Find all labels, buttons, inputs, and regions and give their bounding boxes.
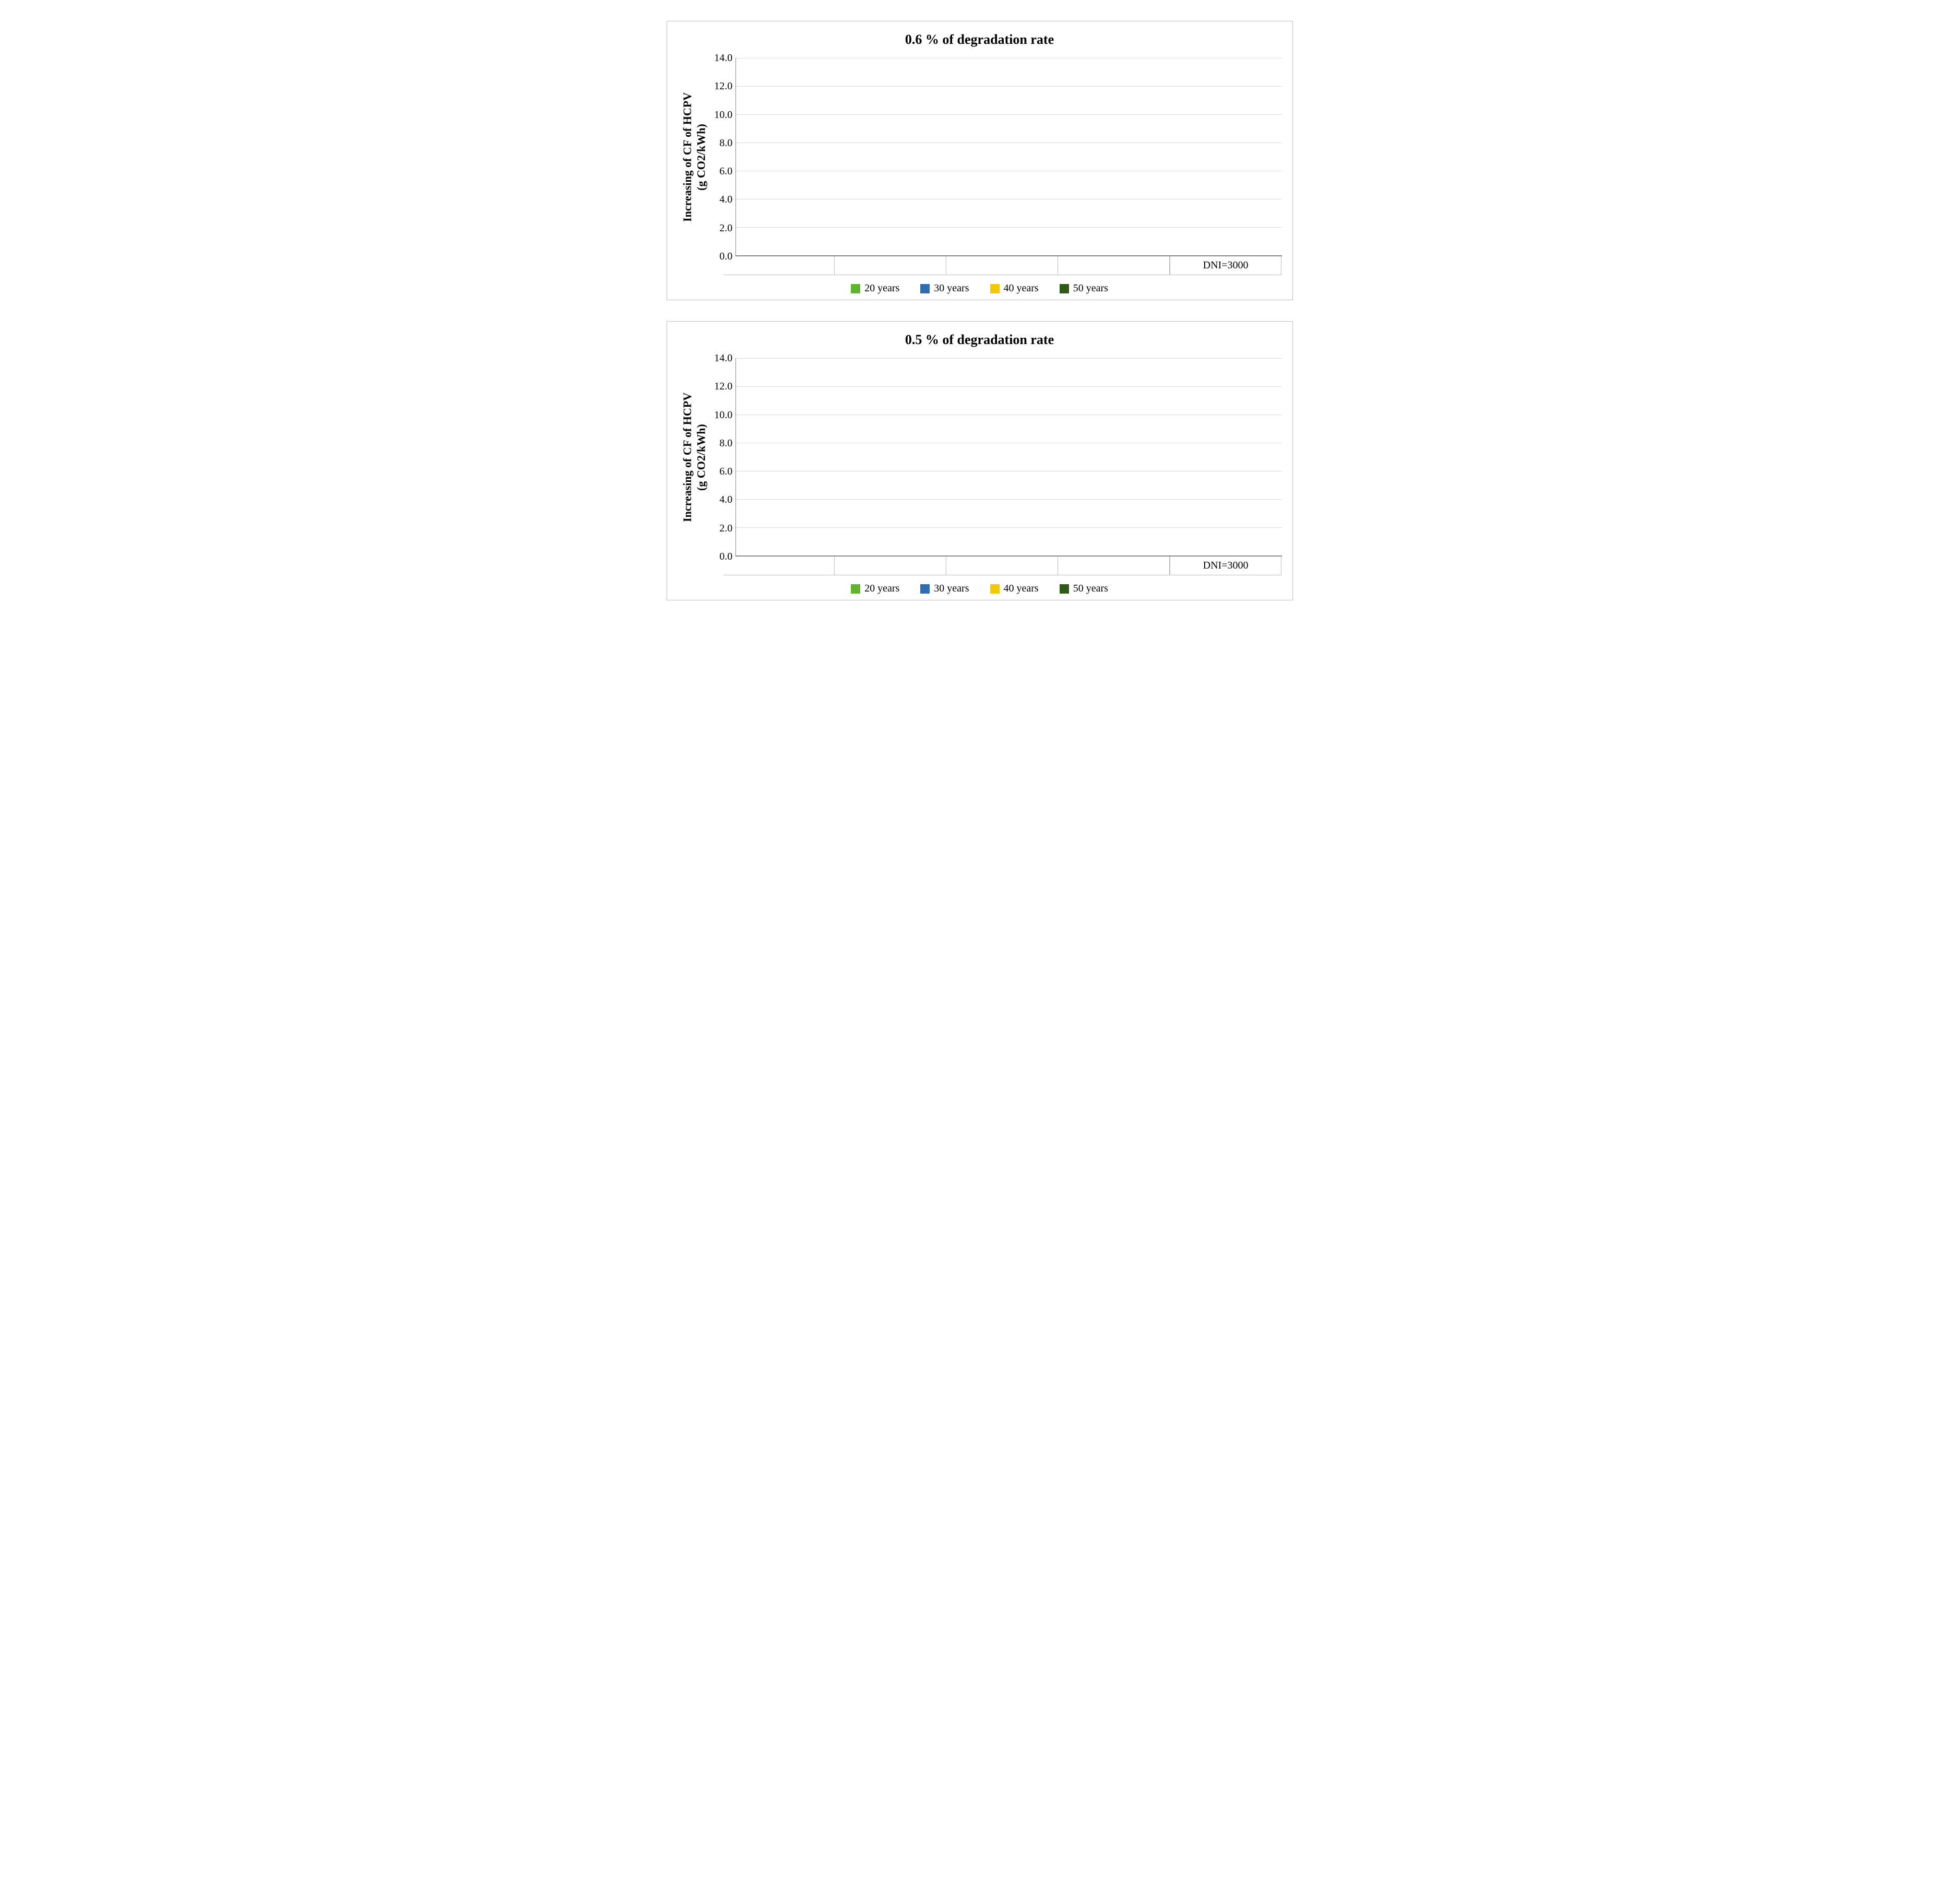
y-axis-label-line2: (g CO2/kWh) bbox=[694, 424, 707, 491]
swatch-blue-icon bbox=[920, 584, 930, 594]
x-axis-spacer bbox=[678, 256, 698, 275]
legend-label: 50 years bbox=[1073, 282, 1108, 294]
bar-groups-top bbox=[736, 58, 1281, 256]
legend-item-50: 50 years bbox=[1060, 583, 1108, 595]
x-axis-row-top: DNI=3000 bbox=[678, 256, 1282, 275]
plot-area-top bbox=[735, 58, 1281, 256]
y-axis-label-top: Increasing of CF of HCPV (g CO2/kWh) bbox=[678, 58, 711, 256]
legend-item-20: 20 years bbox=[851, 583, 899, 595]
x-cell bbox=[723, 256, 835, 275]
x-axis-spacer bbox=[678, 557, 698, 575]
x-cell-visible: DNI=3000 bbox=[1170, 557, 1282, 575]
y-ticks-bottom: 0.0 2.0 4.0 6.0 8.0 10.0 12.0 14.0 bbox=[711, 358, 735, 557]
legend-bottom: 20 years 30 years 40 years 50 years bbox=[678, 583, 1282, 595]
x-cell bbox=[1058, 256, 1170, 275]
legend-top: 20 years 30 years 40 years 50 years bbox=[678, 282, 1282, 294]
swatch-dark-icon bbox=[1060, 584, 1069, 594]
x-cells-bottom: DNI=3000 bbox=[723, 557, 1282, 575]
legend-label: 40 years bbox=[1004, 282, 1039, 294]
chart-title-top: 0.6 % of degradation rate bbox=[678, 32, 1282, 48]
legend-item-30: 30 years bbox=[920, 583, 969, 595]
y-axis-label-line1: Increasing of CF of HCPV bbox=[681, 393, 694, 522]
legend-label: 20 years bbox=[864, 583, 899, 595]
legend-label: 40 years bbox=[1004, 583, 1039, 595]
legend-label: 30 years bbox=[934, 583, 969, 595]
y-axis-label-bottom: Increasing of CF of HCPV (g CO2/kWh) bbox=[678, 358, 711, 557]
x-cells-top: DNI=3000 bbox=[723, 256, 1282, 275]
legend-label: 20 years bbox=[864, 282, 899, 294]
x-cell bbox=[1058, 557, 1170, 575]
figure-container: 0.6 % of degradation rate Increasing of … bbox=[667, 21, 1293, 600]
x-cell bbox=[835, 256, 946, 275]
chart-title-bottom: 0.5 % of degradation rate bbox=[678, 332, 1282, 348]
swatch-green-icon bbox=[851, 284, 860, 293]
legend-item-30: 30 years bbox=[920, 282, 969, 294]
y-axis-label-line2: (g CO2/kWh) bbox=[694, 124, 707, 191]
x-cell-visible: DNI=3000 bbox=[1170, 256, 1282, 275]
x-cell bbox=[723, 557, 835, 575]
legend-label: 50 years bbox=[1073, 583, 1108, 595]
chart-panel-top: 0.6 % of degradation rate Increasing of … bbox=[667, 21, 1293, 300]
legend-item-20: 20 years bbox=[851, 282, 899, 294]
legend-item-40: 40 years bbox=[990, 583, 1039, 595]
swatch-yellow-icon bbox=[990, 584, 1000, 594]
swatch-blue-icon bbox=[920, 284, 930, 293]
legend-item-40: 40 years bbox=[990, 282, 1039, 294]
x-cell bbox=[835, 557, 946, 575]
swatch-green-icon bbox=[851, 584, 860, 594]
chart-panel-bottom: 0.5 % of degradation rate Increasing of … bbox=[667, 321, 1293, 600]
y-axis-label-line1: Increasing of CF of HCPV bbox=[681, 92, 694, 222]
legend-item-50: 50 years bbox=[1060, 282, 1108, 294]
plot-area-bottom bbox=[735, 358, 1281, 557]
swatch-yellow-icon bbox=[990, 284, 1000, 293]
x-axis-row-bottom: DNI=3000 bbox=[678, 557, 1282, 575]
x-cell bbox=[946, 557, 1058, 575]
x-cell bbox=[946, 256, 1058, 275]
legend-label: 30 years bbox=[934, 282, 969, 294]
y-ticks-top: 0.0 2.0 4.0 6.0 8.0 10.0 12.0 14.0 bbox=[711, 58, 735, 256]
chart-body-top: Increasing of CF of HCPV (g CO2/kWh) 0.0… bbox=[678, 58, 1282, 256]
bar-groups-bottom bbox=[736, 358, 1281, 556]
swatch-dark-icon bbox=[1060, 284, 1069, 293]
chart-body-bottom: Increasing of CF of HCPV (g CO2/kWh) 0.0… bbox=[678, 358, 1282, 557]
